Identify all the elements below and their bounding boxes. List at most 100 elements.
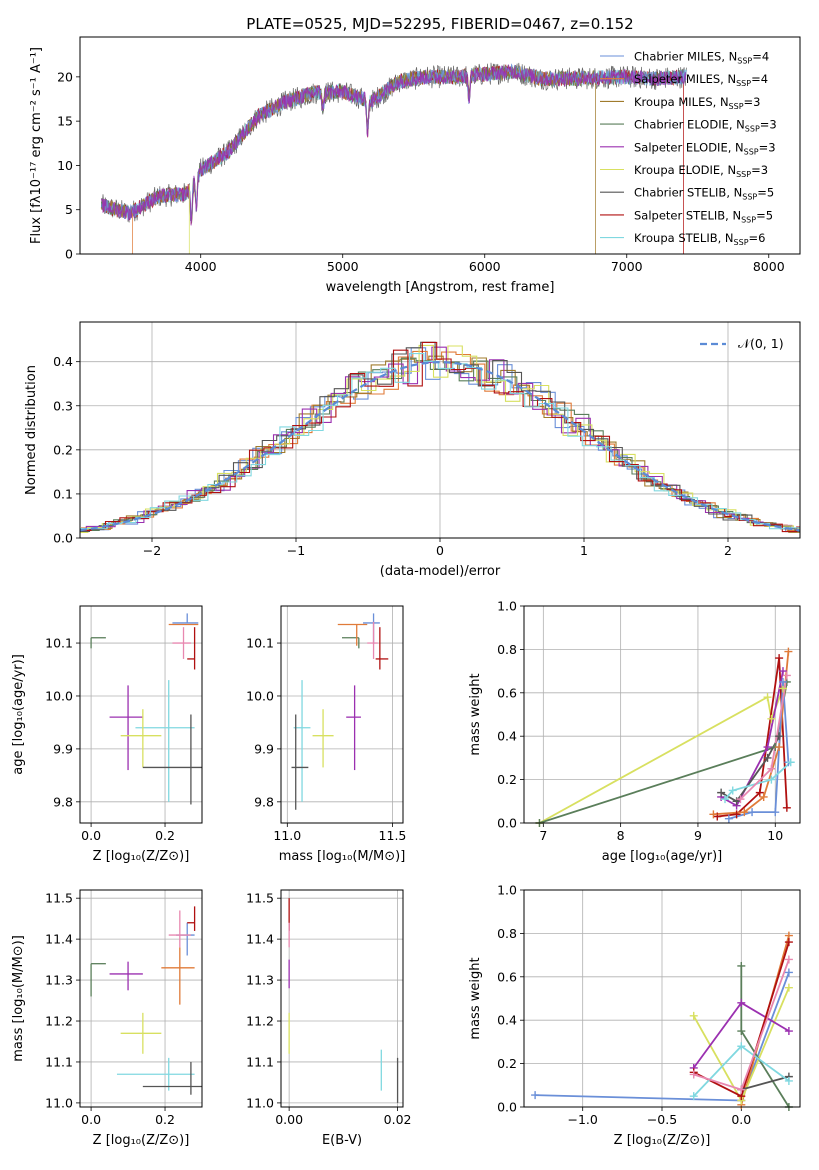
x-tick-label: 0.0 (731, 1112, 751, 1127)
y-tick-label: 0.1 (53, 486, 73, 501)
legend-label-sub: SSP (742, 193, 757, 202)
weight-marker (784, 955, 793, 964)
legend-label: 𝒩(0, 1) (738, 336, 784, 351)
x-tick-label: 0.00 (275, 1112, 303, 1127)
legend-label-tail: =3 (744, 95, 761, 109)
weight-line (724, 761, 792, 800)
y-tick-label: 9.9 (53, 741, 73, 756)
x-axis-label: Z [log₁₀(Z/Z⊙)] (93, 1133, 190, 1148)
y-axis-label: mass [log₁₀(M/M⊙)] (11, 935, 26, 1062)
legend-label-sub: SSP (736, 170, 751, 179)
weight-marker (759, 792, 768, 801)
y-tick-label: 11.4 (45, 932, 73, 947)
legend-label-main: Salpeter ELODIE, N (634, 140, 744, 154)
plot-area (288, 898, 399, 1103)
x-tick-label: 0.2 (155, 828, 175, 843)
plot-area (90, 613, 202, 805)
legend-label-main: Kroupa ELODIE, N (634, 163, 736, 177)
axes-frame (280, 889, 404, 1108)
weight-marker (709, 810, 718, 819)
weight-marker (778, 677, 787, 686)
y-tick-label: 0.4 (497, 729, 517, 744)
y-axis-label: Normed distribution (24, 365, 39, 495)
y-tick-label: 0.6 (497, 685, 517, 700)
y-tick-label: 11.1 (246, 1054, 274, 1069)
axes-frame (79, 889, 203, 1108)
legend-label-main: Chabrier MILES, N (634, 50, 737, 64)
legend-label-tail: =4 (752, 50, 769, 64)
x-tick-label: 10 (767, 828, 783, 843)
y-tick-label: 0.0 (497, 816, 517, 831)
y-axis-label: mass weight (468, 673, 483, 755)
legend-label-tail: =5 (757, 186, 774, 200)
weight-marker (736, 795, 745, 804)
y-tick-label: 0.2 (497, 772, 517, 787)
weight-marker (737, 1085, 746, 1094)
legend-label-tail: =5 (756, 208, 773, 222)
weight-marker (689, 1092, 698, 1101)
weight-marker (767, 764, 776, 773)
axes-frame (523, 605, 801, 824)
weight-marker (737, 1042, 746, 1051)
mass-vs-metallicity-panel: 0.0 0.2 11.0 11.1 11.2 11.3 11.4 11.5 Z [log₁₀(Z… (11, 889, 203, 1148)
mass-weight-vs-age-panel: 7 8 9 10 0.0 0.2 0.4 0.6 0.8 1.0 age [log₁₀(age/yr… (468, 599, 801, 864)
x-tick-label: 0.02 (384, 1112, 412, 1127)
y-tick-label: 20 (57, 69, 73, 84)
x-tick-label: 7 (539, 828, 547, 843)
legend-label: Kroupa STELIB, NSSP=6 (634, 231, 765, 247)
legend-label: Salpeter STELIB, NSSP=5 (634, 208, 773, 224)
x-tick-label: 1 (580, 543, 588, 558)
plot-area (80, 341, 800, 535)
y-tick-label: 0.0 (53, 531, 73, 546)
y-tick-label: 11.3 (246, 973, 274, 988)
weight-marker (737, 961, 746, 970)
x-axis-label: age [log₁₀(age/yr)] (602, 849, 723, 864)
weight-marker (732, 810, 741, 819)
histogram-step (80, 344, 800, 533)
histogram-step (80, 357, 800, 532)
weight-marker (737, 1027, 746, 1036)
plot-area (539, 651, 792, 823)
legend-label-tail: =3 (759, 140, 776, 154)
x-tick-label: 0 (436, 543, 444, 558)
legend-label-tail: =4 (751, 72, 768, 86)
y-tick-label: 1.0 (497, 883, 517, 898)
weight-marker (689, 1011, 698, 1020)
weight-line (720, 670, 784, 807)
spectrum-panel: 4000 5000 6000 7000 8000 0 5 10 15 20 wavelength [… (29, 36, 801, 295)
weight-marker (755, 788, 764, 797)
x-tick-label: 11.5 (379, 828, 407, 843)
legend-label-main: Kroupa MILES, N (634, 95, 729, 109)
y-tick-label: 11.0 (45, 1095, 73, 1110)
y-tick-label: 0.2 (53, 442, 73, 457)
axes-frame (280, 605, 404, 824)
y-tick-label: 0.6 (497, 969, 517, 984)
y-tick-label: 0.4 (53, 354, 73, 369)
y-tick-label: 5 (65, 202, 73, 217)
legend-label-main: Salpeter STELIB, N (634, 208, 741, 222)
residual-histogram-panel: −2 −1 0 1 2 0.0 0.1 0.2 0.3 0.4 (data-model)/error… (24, 321, 801, 579)
weight-marker (740, 808, 749, 817)
x-tick-label: 5000 (327, 259, 359, 274)
legend-label-main: Chabrier STELIB, N (634, 186, 742, 200)
y-tick-label: 0 (65, 247, 73, 262)
weight-marker (728, 786, 737, 795)
plot-area (90, 906, 202, 1095)
weight-marker (689, 1070, 698, 1079)
weight-marker (763, 743, 772, 752)
legend-label-tail: =3 (760, 118, 777, 132)
weight-marker (724, 814, 733, 823)
y-tick-label: 0.8 (497, 926, 517, 941)
legend-label: Kroupa ELODIE, NSSP=3 (634, 163, 768, 179)
y-tick-label: 11.2 (45, 1014, 73, 1029)
x-axis-label: (data-model)/error (380, 564, 501, 579)
x-tick-label: 11.0 (273, 828, 301, 843)
y-tick-label: 11.3 (45, 973, 73, 988)
x-tick-label: 6000 (469, 259, 501, 274)
figure-title: PLATE=0525, MJD=52295, FIBERID=0467, z=0… (246, 15, 633, 33)
y-tick-label: 10.1 (45, 636, 73, 651)
x-tick-label: 9 (694, 828, 702, 843)
legend-label-sub: SSP (745, 125, 760, 134)
x-axis-label: Z [log₁₀(Z/Z⊙)] (93, 849, 190, 864)
